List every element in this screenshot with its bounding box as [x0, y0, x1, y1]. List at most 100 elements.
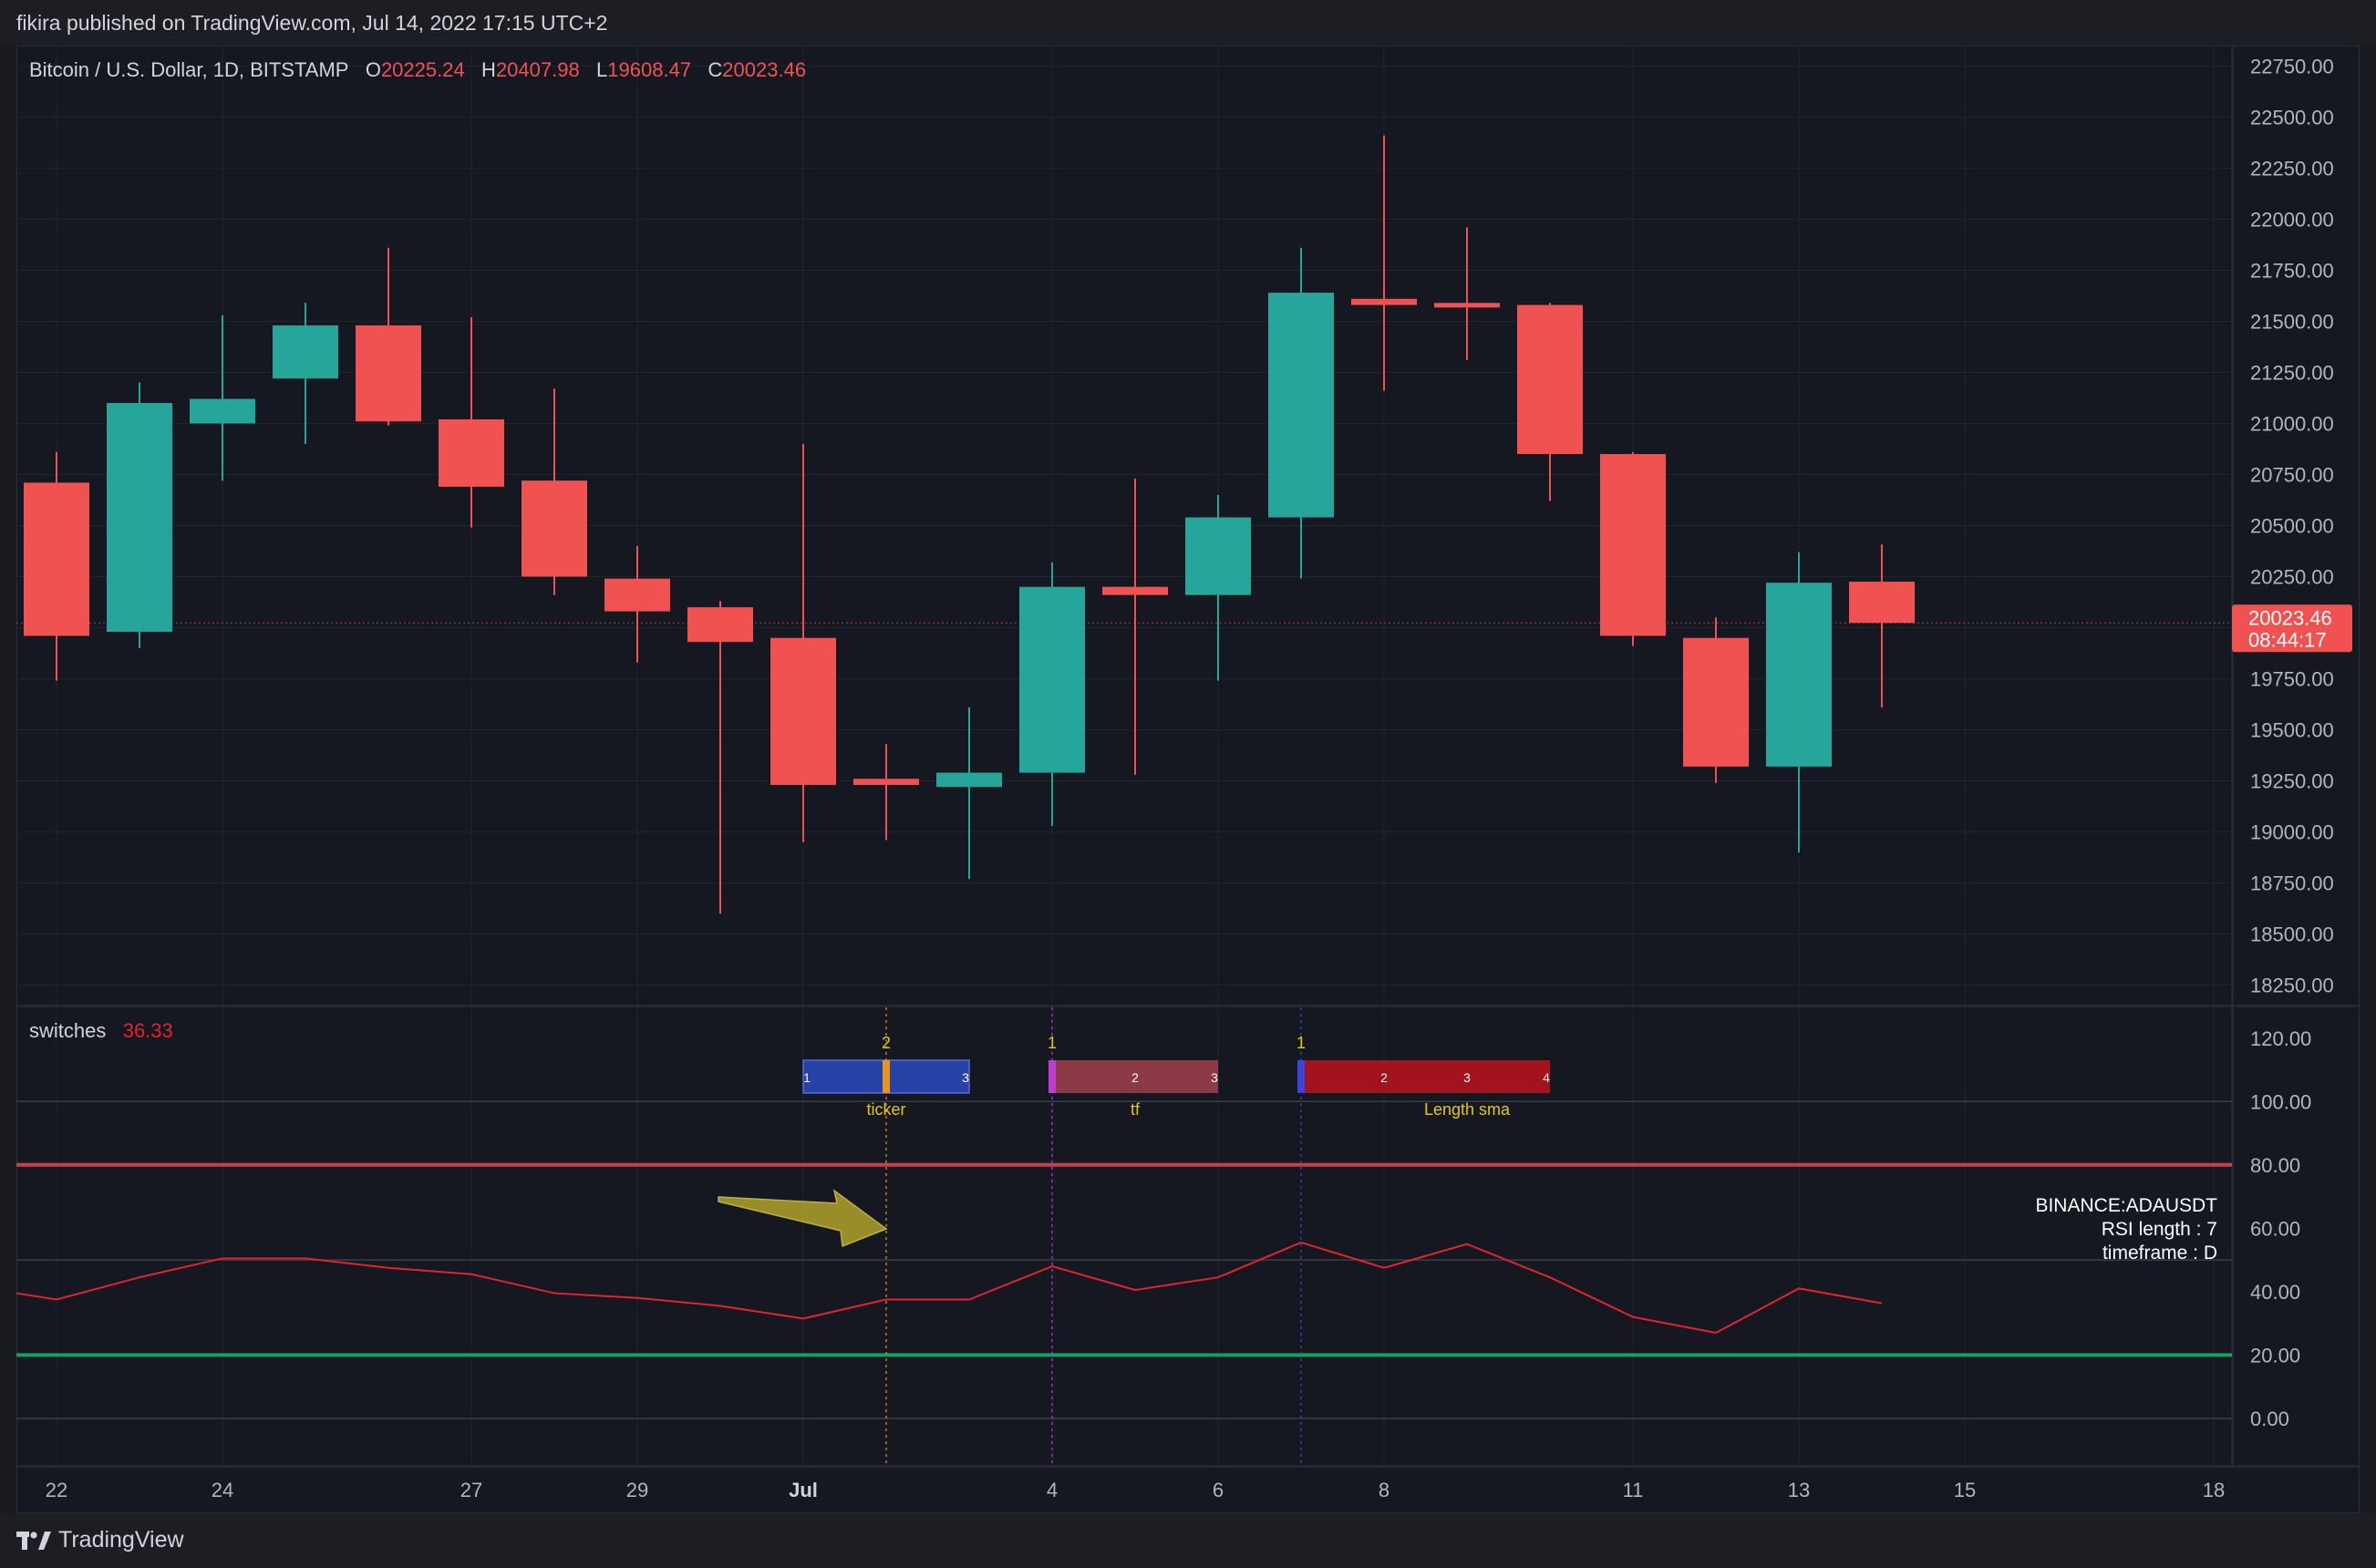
indicator-name: switches: [29, 1019, 107, 1042]
published-info: fikira published on TradingView.com, Jul…: [16, 11, 608, 35]
last-price-badge-countdown: 08:44:17: [2248, 628, 2327, 651]
switch-bar: [1052, 1060, 1218, 1093]
info-ticker: BINANCE:ADAUSDT: [2035, 1195, 2217, 1216]
time-axis-label: 4: [1047, 1479, 1058, 1501]
open-label: O: [365, 58, 381, 81]
close-label: C: [708, 58, 723, 81]
switch-group-label: ticker: [866, 1100, 905, 1119]
candle-body: [853, 779, 919, 786]
time-axis-label: Jul: [789, 1479, 818, 1501]
candle-body: [687, 607, 753, 643]
price-axis-label: 21750.00: [2250, 259, 2334, 282]
switch-group-label: tf: [1131, 1100, 1141, 1119]
switch-tick-label: 3: [1211, 1070, 1218, 1085]
candle-body: [1766, 583, 1832, 767]
price-axis-label: 22000.00: [2250, 208, 2334, 231]
candle-body: [1185, 517, 1251, 595]
candle-body: [770, 637, 836, 786]
price-axis-label: 19000.00: [2250, 821, 2334, 844]
symbol-label: Bitcoin / U.S. Dollar, 1D, BITSTAMP: [29, 58, 349, 81]
price-axis-label: 20750.00: [2250, 463, 2334, 486]
time-axis-label: 11: [1623, 1479, 1644, 1501]
last-price-badge: [2232, 604, 2352, 653]
switch-tick-label: 3: [962, 1070, 969, 1085]
time-axis-label: 15: [1954, 1479, 1976, 1501]
switch-marker: [1049, 1060, 1056, 1093]
oscillator-axis-label: 0.00: [2250, 1408, 2289, 1430]
oscillator-axis-label: 100.00: [2250, 1090, 2311, 1113]
switch-marker: [883, 1060, 890, 1093]
info-rsi-length: RSI length : 7: [2101, 1219, 2217, 1240]
price-axis-label: 22250.00: [2250, 157, 2334, 180]
close-value: 20023.46: [722, 58, 807, 81]
tradingview-logo-icon: [16, 1530, 51, 1552]
high-value: 20407.98: [495, 58, 580, 81]
tradingview-brand: TradingView: [58, 1527, 184, 1553]
oscillator-axis-label: 60.00: [2250, 1217, 2300, 1240]
candle-body: [1268, 293, 1334, 518]
switch-marker: [1297, 1060, 1305, 1093]
time-axis-label: 6: [1213, 1479, 1224, 1501]
high-label: H: [481, 58, 496, 81]
indicator-value: 36.33: [122, 1019, 173, 1042]
price-axis-label: 18750.00: [2250, 872, 2334, 895]
time-axis-label: 24: [212, 1479, 233, 1501]
switch-group-label: Length sma: [1424, 1100, 1511, 1119]
time-axis-label: 18: [2203, 1479, 2225, 1501]
candle-body: [936, 772, 1002, 788]
switch-tick-label: 4: [1543, 1070, 1550, 1085]
low-label: L: [596, 58, 608, 81]
rsi-line: [15, 1241, 1883, 1335]
switch-tick-label: 1: [803, 1070, 811, 1085]
time-axis-label: 8: [1379, 1479, 1389, 1501]
candle-body: [439, 418, 504, 487]
time-axis-label: 29: [626, 1479, 648, 1501]
switch-selected-value: 1: [1296, 1034, 1306, 1052]
time-axis-label: 22: [46, 1479, 67, 1501]
candle-body: [1434, 303, 1500, 308]
price-axis-label: 19500.00: [2250, 719, 2334, 742]
price-axis-label: 21500.00: [2250, 310, 2334, 333]
candle-body: [1600, 454, 1666, 636]
price-legend: Bitcoin / U.S. Dollar, 1D, BITSTAMP O202…: [29, 58, 806, 82]
price-axis-label: 20250.00: [2250, 566, 2334, 589]
price-axis-label: 22500.00: [2250, 106, 2334, 129]
oscillator-axis-label: 120.00: [2250, 1027, 2311, 1050]
tradingview-logo[interactable]: TradingView: [16, 1527, 184, 1553]
footer-bar: [0, 1513, 2376, 1568]
info-timeframe: timeframe : D: [2102, 1243, 2217, 1264]
switch-selected-value: 2: [882, 1034, 891, 1052]
price-axis-label: 22750.00: [2250, 55, 2334, 77]
candle-body: [1351, 298, 1417, 305]
time-axis-label: 13: [1788, 1479, 1810, 1501]
candle-body: [107, 403, 172, 633]
last-price-badge-value: 20023.46: [2248, 606, 2332, 629]
price-axis-label: 21000.00: [2250, 412, 2334, 435]
oscillator-axis-label: 80.00: [2250, 1154, 2300, 1177]
annotation-arrow-icon: [718, 1189, 888, 1248]
switch-tick-label: 3: [1463, 1070, 1471, 1085]
candle-body: [1683, 637, 1749, 767]
candle-body: [1849, 582, 1915, 624]
oscillator-axis-label: 40.00: [2250, 1281, 2300, 1304]
low-value: 19608.47: [607, 58, 692, 81]
price-axis-label: 21250.00: [2250, 361, 2334, 384]
candle-body: [24, 482, 89, 636]
switch-tick-label: 2: [1380, 1070, 1388, 1085]
price-axis-label: 19250.00: [2250, 770, 2334, 793]
indicator-legend: switches 36.33: [29, 1019, 173, 1043]
time-axis-label: 27: [460, 1479, 482, 1501]
price-axis-label: 18250.00: [2250, 975, 2334, 997]
candle-body: [1019, 586, 1085, 773]
candle-body: [604, 578, 670, 612]
switch-selected-value: 1: [1048, 1034, 1057, 1052]
indicator-info-box: BINANCE:ADAUSDT RSI length : 7 timeframe…: [2006, 1194, 2217, 1265]
candle-body: [356, 325, 421, 422]
candle-body: [273, 325, 338, 379]
open-value: 20225.24: [380, 58, 465, 81]
price-axis-label: 18500.00: [2250, 923, 2334, 946]
candle-body: [1517, 304, 1583, 455]
header-bar: fikira published on TradingView.com, Jul…: [0, 0, 2376, 46]
